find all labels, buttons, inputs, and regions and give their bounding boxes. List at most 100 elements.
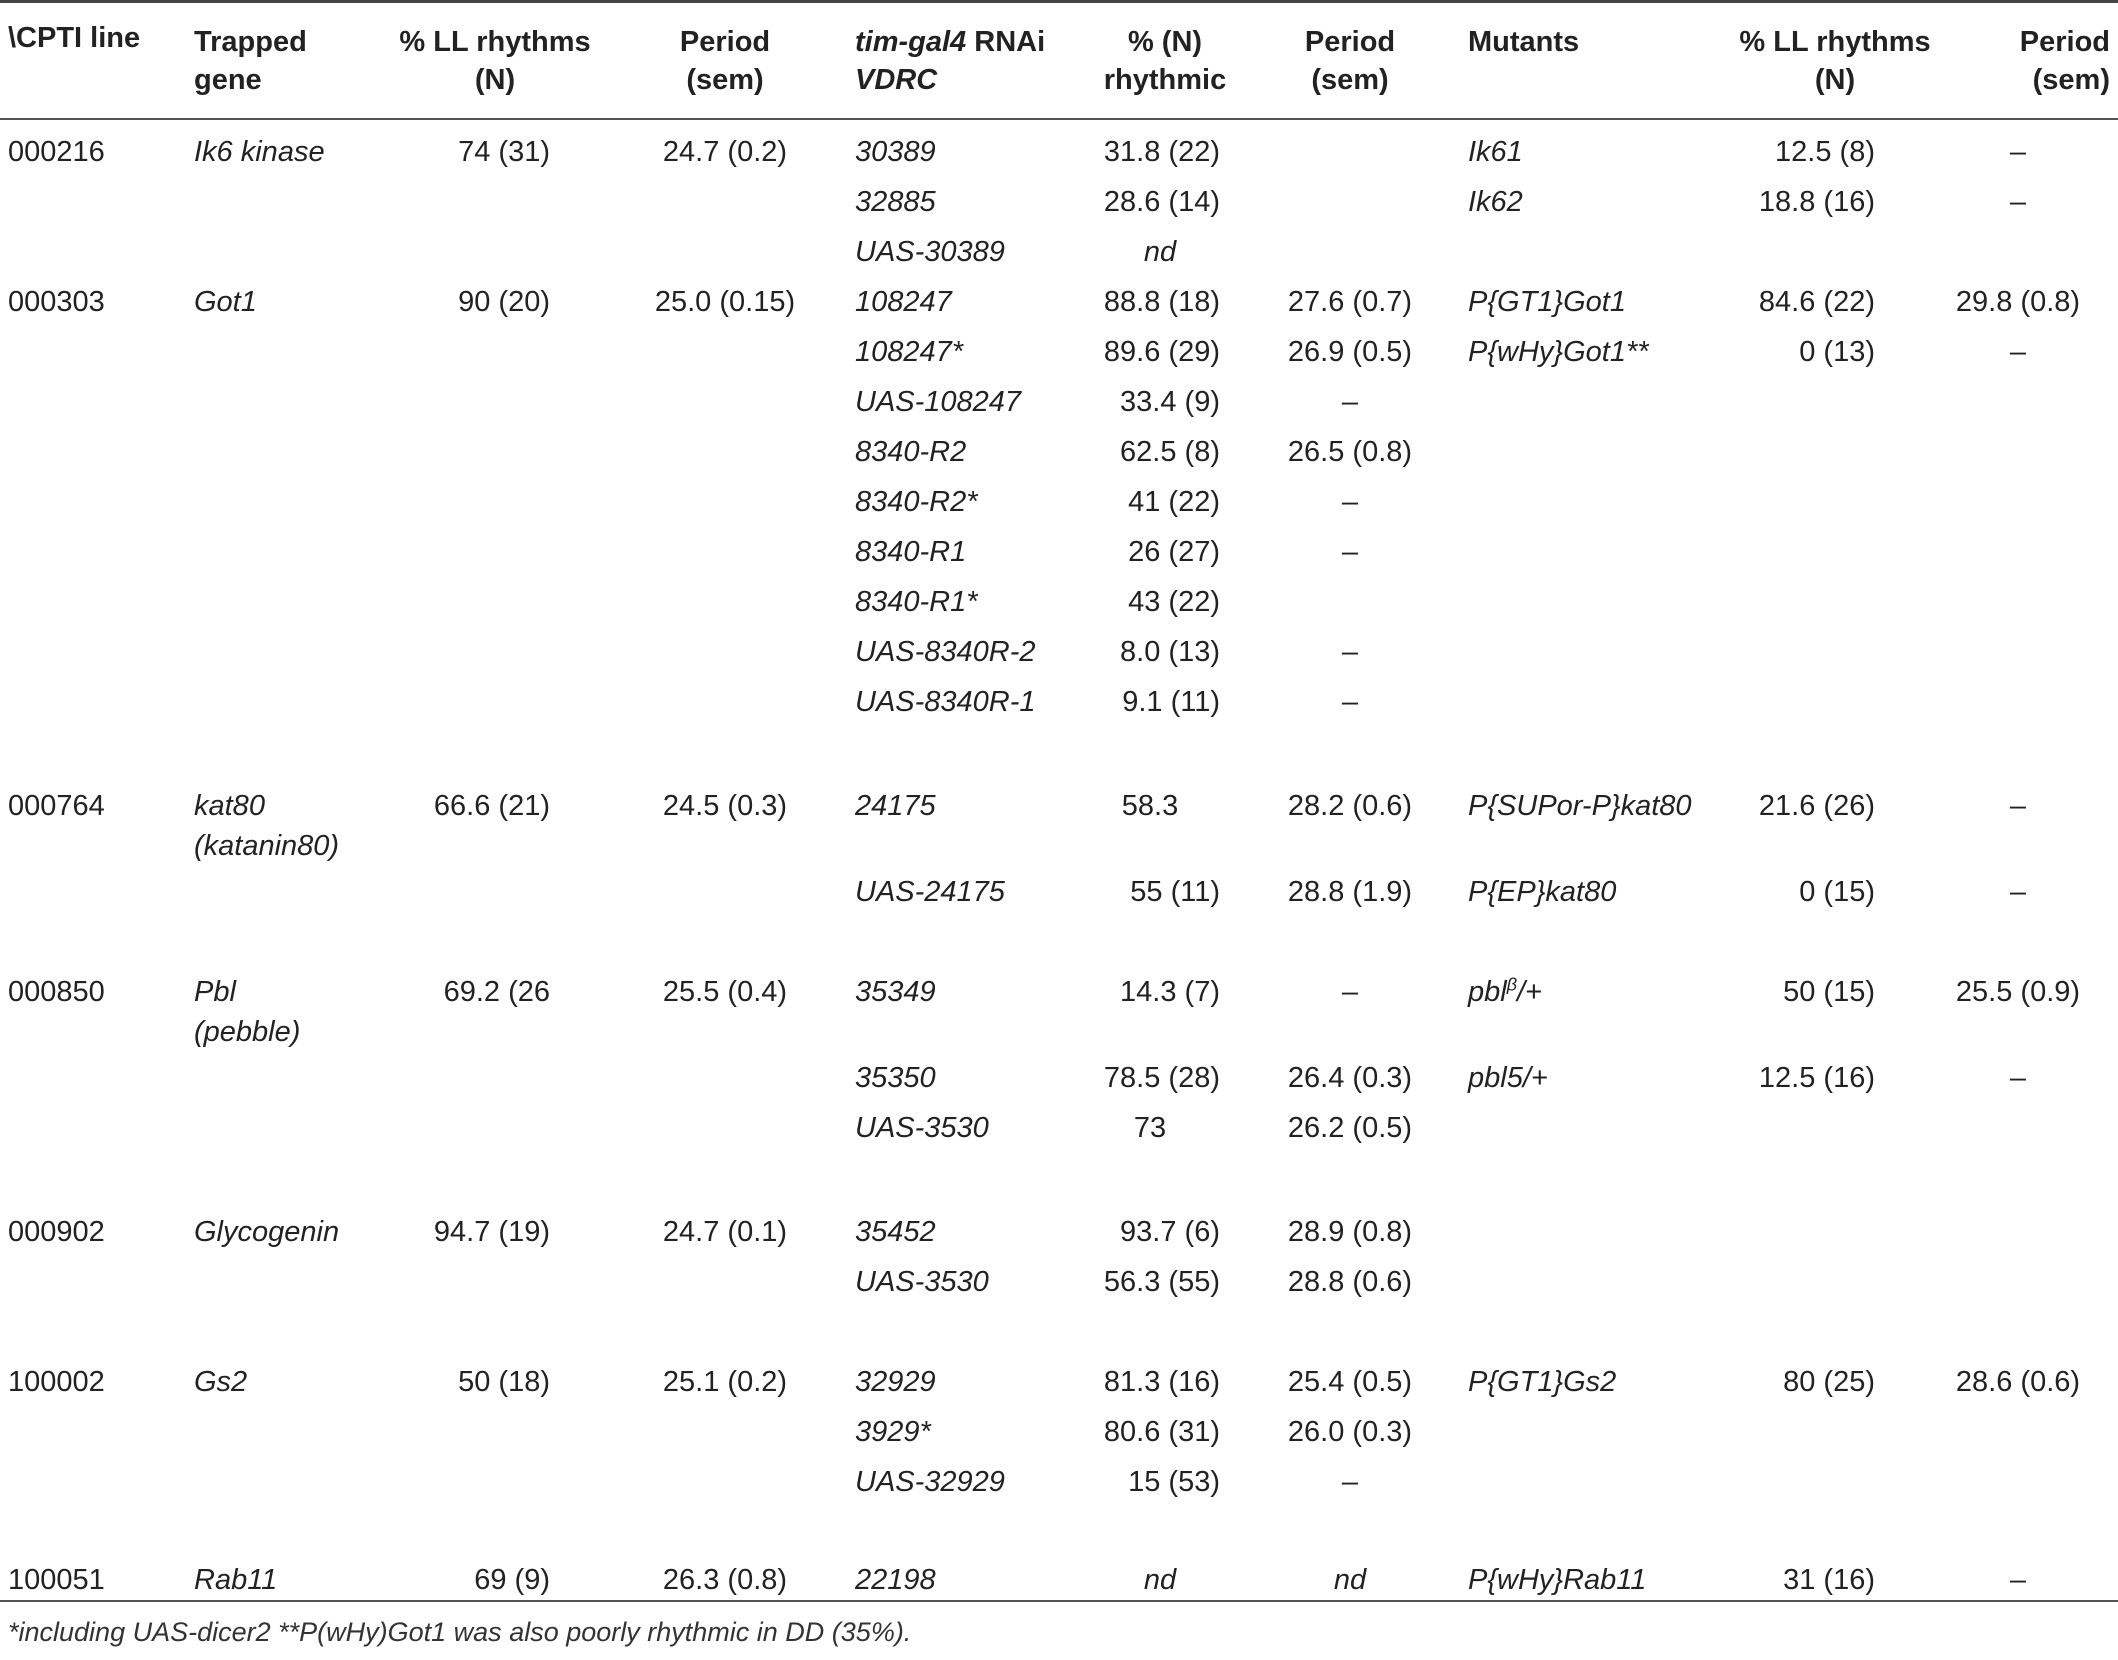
header-rnai-2: VDRC xyxy=(855,64,938,96)
mutant-ll-rhythms-cell: 12.5 (16) xyxy=(1758,1062,1875,1094)
vdrc-line-cell: 32885 xyxy=(855,186,936,218)
vdrc-line-cell: UAS-108247 xyxy=(855,386,1022,418)
cpti-line-cell: 000303 xyxy=(8,286,105,318)
vdrc-line-cell: 22198 xyxy=(855,1564,936,1596)
rnai-rhythmic-cell: 26 (27) xyxy=(1128,536,1220,568)
vdrc-line-cell: 108247 xyxy=(855,286,952,318)
header-rnai-period-2: (sem) xyxy=(1311,64,1389,96)
rnai-period-cell: 27.6 (0.7) xyxy=(1287,286,1413,318)
period-cell: 24.7 (0.1) xyxy=(662,1216,788,1248)
vdrc-line-cell: UAS-30389 xyxy=(855,236,1005,268)
mutant-ll-rhythms-cell: 80 (25) xyxy=(1783,1366,1875,1398)
vdrc-line-cell: UAS-3530 xyxy=(855,1266,989,1298)
mutant-period-cell: – xyxy=(2009,186,2027,218)
rnai-rhythmic-cell: 41 (22) xyxy=(1128,486,1220,518)
header-ll-rhythms-2: (N) xyxy=(474,64,516,96)
header-ll-rhythms-1: % LL rhythms xyxy=(399,26,591,58)
header-trapped-gene-1: Trapped xyxy=(194,26,307,58)
period-cell: 25.1 (0.2) xyxy=(662,1366,788,1398)
rnai-rhythmic-cell: 78.5 (28) xyxy=(1103,1062,1220,1094)
vdrc-line-cell: 30389 xyxy=(855,136,936,168)
header-cpti-line: \CPTI line xyxy=(8,22,141,54)
period-cell: 24.5 (0.3) xyxy=(662,790,788,822)
header-mut-period-2: (sem) xyxy=(2032,64,2110,96)
vdrc-line-cell: 35452 xyxy=(855,1216,936,1248)
mutant-period-cell: 29.8 (0.8) xyxy=(1955,286,2081,318)
trapped-gene-cell: Ik6 kinase xyxy=(194,136,325,168)
rnai-period-cell: – xyxy=(1341,686,1359,718)
rnai-rhythmic-cell: 55 (11) xyxy=(1130,876,1220,908)
rnai-rhythmic-cell: 8.0 (13) xyxy=(1120,636,1220,668)
trapped-gene-cell: Pbl xyxy=(194,976,236,1008)
mutant-period-cell: – xyxy=(2009,876,2027,908)
cpti-line-cell: 100051 xyxy=(8,1564,105,1596)
rnai-period-cell: – xyxy=(1341,486,1359,518)
header-period-1: Period xyxy=(679,26,771,58)
mutant-ll-rhythms-cell: 21.6 (26) xyxy=(1758,790,1875,822)
mutant-ll-rhythms-cell: 0 (15) xyxy=(1799,876,1875,908)
mutant-name-cell: Ik61 xyxy=(1468,136,1523,168)
mutant-name-cell: P{EP}kat80 xyxy=(1468,876,1617,908)
header-rule xyxy=(0,118,2118,120)
mutant-period-cell: – xyxy=(2009,1564,2027,1596)
vdrc-line-cell: UAS-3530 xyxy=(855,1112,989,1144)
rnai-rhythmic-cell: 33.4 (9) xyxy=(1120,386,1220,418)
ll-rhythms-cell: 50 (18) xyxy=(458,1366,550,1398)
vdrc-line-cell: UAS-8340R-1 xyxy=(855,686,1036,718)
rnai-rhythmic-cell: nd xyxy=(1143,236,1177,268)
rnai-period-cell: – xyxy=(1341,976,1359,1008)
header-mutants: Mutants xyxy=(1468,26,1580,58)
vdrc-line-cell: UAS-32929 xyxy=(855,1466,1005,1498)
mutant-name-cell: P{SUPor-P}kat80 xyxy=(1468,790,1692,822)
mutant-name-cell: pblβ/+ xyxy=(1468,972,1542,1012)
mutant-allele-suffix: /+ xyxy=(1517,976,1542,1008)
vdrc-line-cell: 108247* xyxy=(855,336,964,368)
rnai-period-cell: – xyxy=(1341,536,1359,568)
rnai-rhythmic-cell: 56.3 (55) xyxy=(1103,1266,1220,1298)
header-trapped-gene-2: gene xyxy=(194,64,262,96)
rnai-period-cell: 25.4 (0.5) xyxy=(1287,1366,1413,1398)
rnai-period-cell: 26.0 (0.3) xyxy=(1287,1416,1413,1448)
trapped-gene-cell: kat80 xyxy=(194,790,265,822)
rnai-period-cell: – xyxy=(1341,636,1359,668)
header-rhythmic-1: % (N) xyxy=(1127,26,1203,58)
header-rhythmic-2: rhythmic xyxy=(1103,64,1227,96)
rnai-rhythmic-cell: 43 (22) xyxy=(1128,586,1220,618)
rnai-period-cell: 28.2 (0.6) xyxy=(1287,790,1413,822)
rnai-period-cell: – xyxy=(1341,386,1359,418)
rnai-rhythmic-cell: nd xyxy=(1143,1564,1177,1596)
mutant-period-cell: – xyxy=(2009,1062,2027,1094)
trapped-gene-alias-cell: (pebble) xyxy=(194,1016,301,1048)
vdrc-line-cell: 8340-R1* xyxy=(855,586,978,618)
header-mut-ll-2: (N) xyxy=(1814,64,1856,96)
header-rnai-1: tim-gal4 RNAi xyxy=(855,22,1045,62)
period-cell: 26.3 (0.8) xyxy=(662,1564,788,1596)
vdrc-line-cell: 8340-R2 xyxy=(855,436,967,468)
header-rnai-driver: tim-gal4 xyxy=(855,26,967,58)
vdrc-line-cell: 8340-R1 xyxy=(855,536,967,568)
period-cell: 25.0 (0.15) xyxy=(654,286,796,318)
rnai-rhythmic-cell: 9.1 (11) xyxy=(1122,686,1220,718)
mutant-period-cell: 25.5 (0.9) xyxy=(1955,976,2081,1008)
trapped-gene-cell: Got1 xyxy=(194,286,257,318)
rnai-period-cell: 28.9 (0.8) xyxy=(1287,1216,1413,1248)
rnai-period-cell: 26.4 (0.3) xyxy=(1287,1062,1413,1094)
ll-rhythms-cell: 90 (20) xyxy=(458,286,550,318)
mutant-name-cell: P{GT1}Got1 xyxy=(1468,286,1626,318)
mutant-period-cell: – xyxy=(2009,336,2027,368)
mutant-period-cell: 28.6 (0.6) xyxy=(1955,1366,2081,1398)
mutant-allele-superscript: β xyxy=(1506,974,1517,995)
rnai-period-cell: 28.8 (1.9) xyxy=(1287,876,1413,908)
header-mut-ll-1: % LL rhythms xyxy=(1739,26,1931,58)
trapped-gene-cell: Glycogenin xyxy=(194,1216,340,1248)
rnai-period-cell: 26.9 (0.5) xyxy=(1287,336,1413,368)
cpti-line-cell: 100002 xyxy=(8,1366,105,1398)
rnai-rhythmic-cell: 58.3 xyxy=(1121,790,1179,822)
mutant-name-cell: P{GT1}Gs2 xyxy=(1468,1366,1617,1398)
rnai-rhythmic-cell: 81.3 (16) xyxy=(1103,1366,1220,1398)
ll-rhythms-cell: 66.6 (21) xyxy=(433,790,550,822)
trapped-gene-alias-cell: (katanin80) xyxy=(194,830,340,862)
period-cell: 24.7 (0.2) xyxy=(662,136,788,168)
vdrc-line-cell: UAS-8340R-2 xyxy=(855,636,1036,668)
cpti-line-cell: 000764 xyxy=(8,790,105,822)
